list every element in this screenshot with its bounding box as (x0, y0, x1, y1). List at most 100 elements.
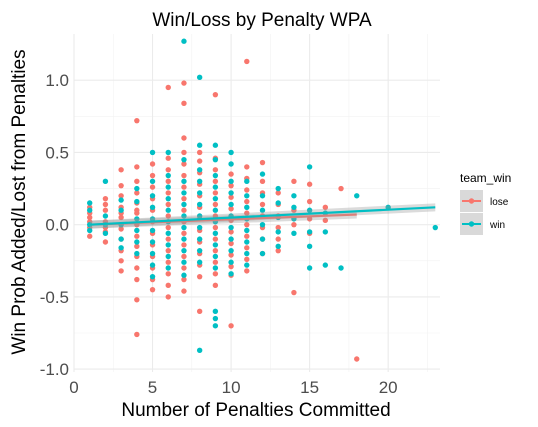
data-point-win (244, 239, 250, 245)
data-point-lose (275, 236, 281, 242)
data-point-win (87, 227, 93, 234)
data-point-lose (181, 100, 187, 107)
data-point-win (228, 259, 234, 265)
data-point-lose (118, 182, 124, 189)
data-point-lose (149, 184, 156, 190)
data-point-lose (244, 210, 250, 216)
x-tick-label: 15 (300, 378, 319, 397)
data-point-win (228, 271, 234, 277)
data-point-lose (102, 195, 109, 202)
data-point-lose (165, 167, 171, 173)
data-point-lose (87, 214, 93, 221)
data-point-lose (228, 263, 234, 270)
data-point-win (259, 221, 266, 228)
chart-title: Win/Loss by Penalty WPA (152, 10, 372, 31)
data-point-win (87, 200, 93, 206)
data-point-win (322, 262, 329, 268)
data-point-lose (306, 216, 313, 222)
data-point-lose (275, 190, 281, 196)
data-point-lose (118, 167, 124, 173)
data-point-win (212, 156, 219, 163)
data-points (87, 38, 438, 362)
data-point-lose (134, 178, 140, 185)
y-tick-label: 0.0 (45, 216, 69, 235)
data-point-lose (244, 268, 250, 274)
legend: team_win lose win (460, 171, 511, 235)
data-point-lose (181, 195, 187, 202)
data-point-lose (134, 297, 140, 303)
data-point-win (149, 273, 156, 280)
data-point-lose (165, 155, 171, 161)
data-point-lose (102, 201, 109, 208)
data-point-win (275, 200, 281, 206)
data-point-win (118, 236, 124, 242)
data-point-lose (134, 265, 140, 271)
data-point-win (181, 201, 187, 208)
data-point-lose (196, 158, 203, 164)
data-point-win (306, 229, 313, 235)
data-point-lose (228, 194, 234, 200)
data-point-win (181, 236, 187, 242)
data-point-lose (134, 190, 140, 196)
data-point-win (118, 197, 124, 203)
data-point-win (102, 230, 109, 237)
data-point-win (149, 149, 156, 156)
data-point-lose (181, 161, 187, 167)
data-point-lose (134, 117, 140, 124)
data-point-win (212, 308, 219, 315)
data-point-lose (291, 289, 297, 296)
data-point-win (165, 149, 171, 156)
data-point-lose (212, 178, 219, 185)
data-point-lose (244, 233, 250, 239)
data-point-win (181, 38, 187, 44)
data-point-lose (134, 331, 140, 338)
data-point-lose (118, 258, 124, 264)
data-point-lose (149, 161, 156, 167)
data-point-lose (102, 239, 109, 245)
data-point-lose (244, 198, 250, 205)
data-point-win (291, 204, 297, 211)
x-tick-label: 5 (148, 378, 157, 397)
data-point-lose (181, 149, 187, 156)
data-point-lose (181, 288, 187, 294)
data-point-lose (212, 259, 219, 265)
data-point-lose (212, 271, 219, 277)
data-point-lose (244, 256, 250, 263)
data-point-lose (322, 204, 329, 211)
data-point-lose (228, 182, 234, 189)
data-point-win (212, 323, 219, 329)
trend-lines (89, 203, 436, 229)
data-point-lose (259, 159, 266, 166)
data-point-lose (165, 190, 171, 196)
data-point-lose (181, 207, 187, 213)
gridlines (73, 34, 440, 372)
data-point-win (228, 149, 234, 156)
data-point-win (118, 207, 124, 213)
data-point-win (322, 229, 329, 235)
data-point-win (165, 265, 171, 271)
data-point-win (212, 230, 219, 237)
data-point-win (181, 247, 187, 254)
data-point-win (181, 272, 187, 278)
data-point-lose (165, 259, 171, 265)
data-point-win (196, 236, 203, 242)
data-point-win (196, 259, 203, 265)
data-point-lose (181, 172, 187, 179)
data-point-win (181, 178, 187, 185)
data-point-win (212, 315, 219, 322)
data-point-win (196, 201, 203, 208)
data-point-lose (244, 58, 250, 65)
data-point-lose (118, 268, 124, 274)
data-point-lose (87, 233, 93, 239)
data-point-lose (181, 135, 187, 141)
data-point-lose (291, 178, 297, 185)
data-point-win (196, 167, 203, 173)
data-point-lose (118, 193, 124, 199)
data-point-lose (134, 207, 140, 213)
data-point-win (259, 207, 266, 213)
data-point-lose (259, 178, 266, 185)
data-point-lose (165, 213, 171, 219)
data-point-win (196, 247, 203, 254)
data-point-win (134, 185, 140, 192)
